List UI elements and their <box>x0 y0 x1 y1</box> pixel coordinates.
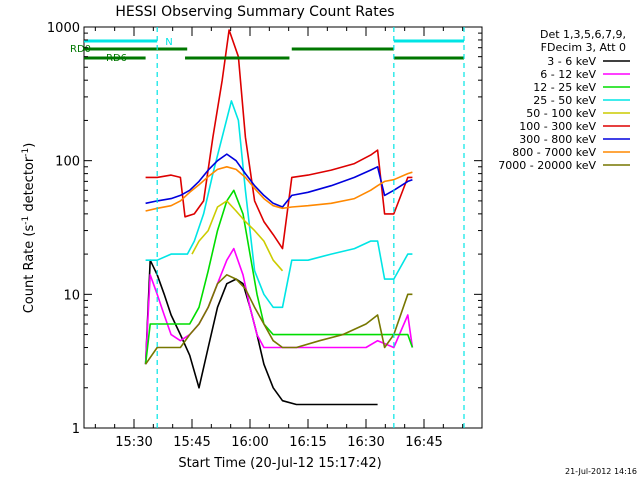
series-line-100-300-kev <box>145 29 413 250</box>
legend-header-line: FDecim 3, Att 0 <box>541 41 626 54</box>
x-tick-label: 16:15 <box>289 435 326 450</box>
y-tick-label: 1000 <box>47 21 80 36</box>
x-axis: 15:30 15:45 16:00 16:15 16:30 16:45 <box>94 27 464 450</box>
legend: Det 1,3,5,6,7,9,FDecim 3, Att 03 - 6 keV… <box>498 28 630 172</box>
legend-entry-label: 6 - 12 keV <box>540 68 596 81</box>
status-rd6-label: RD6 <box>106 53 127 64</box>
series-line-7000-20000-kev <box>144 274 413 365</box>
plot-frame <box>83 26 483 429</box>
series-line-300-800-kev <box>145 153 413 208</box>
legend-entry-label: 800 - 7000 keV <box>512 146 596 159</box>
series-line-25-50-kev <box>145 100 413 309</box>
x-tick-label: 15:45 <box>173 435 210 450</box>
legend-entry-label: 7000 - 20000 keV <box>498 159 596 172</box>
series-line-800-7000-kev <box>145 166 413 212</box>
y-tick-label: 1 <box>72 422 80 437</box>
legend-entry-label: 3 - 6 keV <box>547 55 596 68</box>
series-line-12-25-kev <box>144 189 414 365</box>
status-n-label: N <box>165 37 172 48</box>
legend-header-line: Det 1,3,5,6,7,9, <box>540 28 626 41</box>
y-tick-label: 100 <box>55 155 80 170</box>
x-tick-label: 16:30 <box>347 435 384 450</box>
y-axis-label-sup1: -1 <box>21 216 31 225</box>
status-rd0-label: RD0 <box>70 44 91 55</box>
x-tick-label: 16:45 <box>405 435 442 450</box>
series-line-6-12-kev <box>144 247 414 365</box>
legend-entry-label: 300 - 800 keV <box>519 133 596 146</box>
footer-timestamp: 21-Jul-2012 14:16 <box>565 467 637 476</box>
y-axis-label-mid: detector <box>22 156 37 216</box>
y-axis-label: Count Rate (s-1 detector-1) <box>21 143 37 314</box>
legend-entry-label: 50 - 100 keV <box>526 107 596 120</box>
legend-entry-label: 12 - 25 keV <box>533 81 596 94</box>
status-bars: N RD0 RD6 <box>70 27 465 428</box>
y-tick-label: 10 <box>63 288 80 303</box>
series-line-50-100-kev <box>191 200 284 272</box>
legend-entry-label: 25 - 50 keV <box>533 94 596 107</box>
y-axis: 1 10 100 1000 <box>47 21 482 437</box>
legend-entry-label: 100 - 300 keV <box>519 120 596 133</box>
x-axis-label: Start Time (20-Jul-12 15:17:42) <box>178 456 381 471</box>
y-axis-label-main: Count Rate (s <box>22 225 37 314</box>
series-line-3-6-kev <box>144 259 378 406</box>
x-tick-label: 16:00 <box>231 435 268 450</box>
series-layer <box>144 29 414 406</box>
chart-title: HESSI Observing Summary Count Rates <box>115 4 394 20</box>
y-axis-label-sup2: -1 <box>21 148 31 157</box>
y-axis-label-end: ) <box>22 143 37 148</box>
x-tick-label: 15:30 <box>115 435 152 450</box>
